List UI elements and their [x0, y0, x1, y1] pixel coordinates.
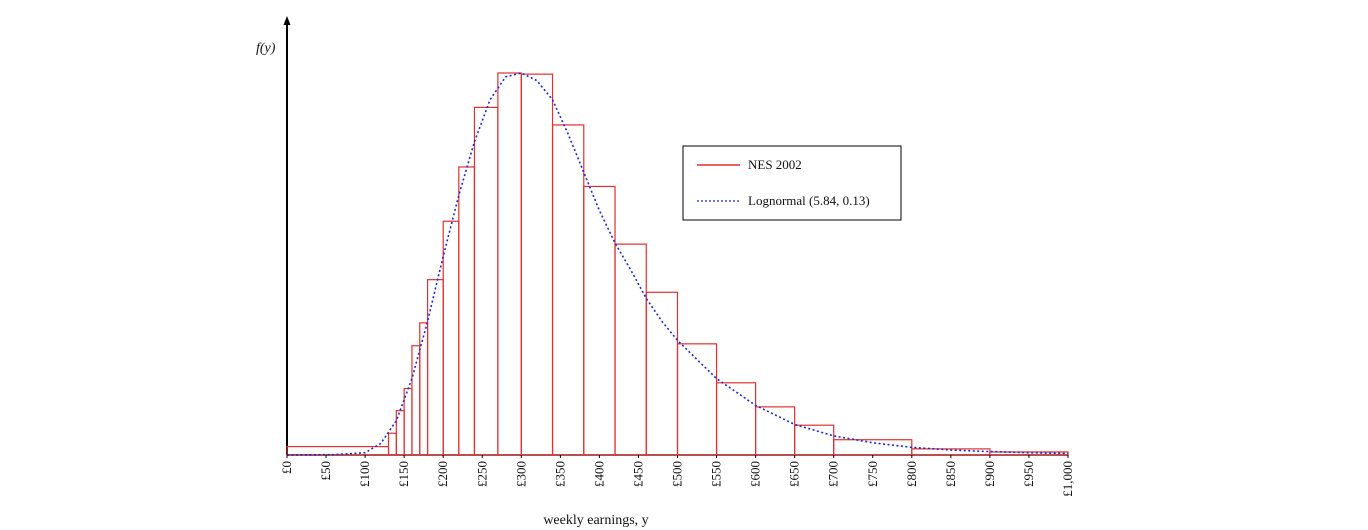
- histogram-bar-10: [497, 72, 522, 456]
- histogram-bar-15: [645, 291, 679, 456]
- histogram-bar-17: [715, 382, 757, 456]
- legend-box: [682, 145, 902, 221]
- axes: f(y) weekly earnings, y: [256, 16, 1068, 528]
- histogram-bar-14: [614, 243, 647, 456]
- histogram-bar-7: [442, 220, 460, 456]
- histogram-bar-8: [458, 166, 476, 456]
- x-tick-label-18: £900: [982, 461, 997, 487]
- x-tick-label-3: £150: [396, 461, 411, 487]
- x-tick-label-11: £550: [709, 461, 724, 487]
- x-tick-label-19: £950: [1021, 461, 1036, 487]
- x-tick-label-8: £400: [591, 461, 606, 487]
- x-tick-label-14: £700: [826, 461, 841, 487]
- x-tick-label-17: £850: [943, 461, 958, 487]
- histogram-bars: [286, 72, 1069, 456]
- x-tick-label-10: £500: [670, 461, 685, 487]
- x-tick-label-20: £1,000: [1060, 461, 1075, 497]
- histogram-bar-9: [473, 106, 499, 456]
- histogram-bar-18: [754, 406, 796, 456]
- x-axis-label: weekly earnings, y: [543, 513, 648, 528]
- x-tick-label-12: £600: [748, 461, 763, 487]
- x-tick-label-0: £0: [279, 461, 294, 474]
- x-tick-label-5: £250: [474, 461, 489, 487]
- histogram-bar-11: [520, 73, 554, 456]
- legend: NES 2002 Lognormal (5.84, 0.13): [682, 145, 902, 221]
- histogram-bar-16: [676, 343, 718, 456]
- x-tick-label-15: £750: [865, 461, 880, 487]
- legend-label-lognormal: Lognormal (5.84, 0.13): [748, 193, 870, 208]
- x-tick-label-2: £100: [357, 461, 372, 487]
- histogram-bar-20: [833, 439, 913, 456]
- histogram-bar-6: [426, 279, 444, 456]
- histogram-bar-13: [583, 185, 616, 456]
- histogram-bar-1: [387, 432, 397, 456]
- x-tick-labels: £0 £50 £100 £150 £200 £250 £300 £350 £400 £450 £50…: [279, 455, 1075, 497]
- x-tick-label-16: £800: [904, 461, 919, 487]
- y-axis-arrow: [283, 16, 291, 25]
- histogram-bar-5: [419, 322, 429, 456]
- x-tick-label-7: £350: [552, 461, 567, 487]
- legend-label-nes-2002: NES 2002: [748, 157, 802, 172]
- histogram-bar-12: [551, 124, 585, 456]
- x-tick-label-9: £450: [630, 461, 645, 487]
- x-tick-label-13: £650: [787, 461, 802, 487]
- histogram-bar-3: [403, 387, 413, 456]
- x-tick-label-4: £200: [435, 461, 450, 487]
- x-tick-label-1: £50: [318, 461, 333, 481]
- y-axis-label: f(y): [256, 41, 276, 56]
- x-tick-label-6: £300: [513, 461, 528, 487]
